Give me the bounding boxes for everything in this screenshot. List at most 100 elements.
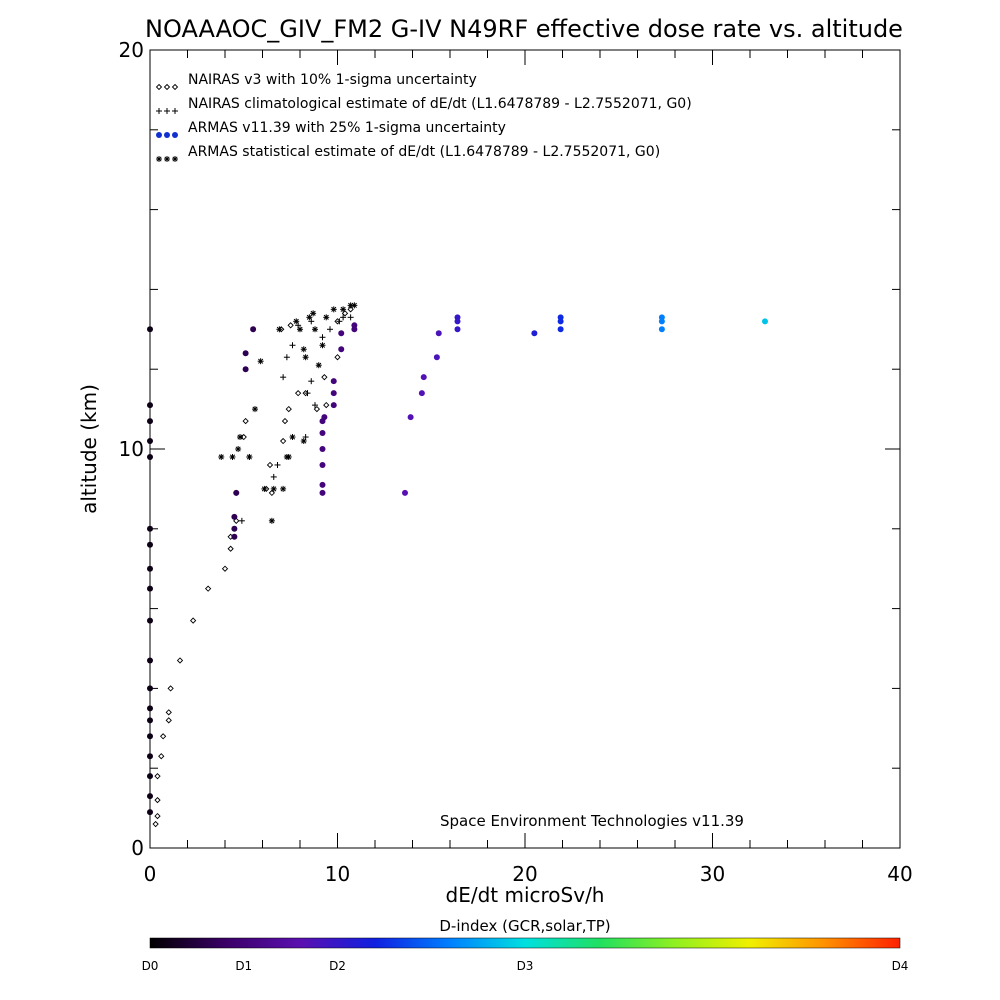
diamond-point — [167, 685, 174, 692]
diamond-point — [154, 812, 161, 820]
dot-point — [147, 326, 153, 333]
dot-point — [147, 438, 153, 445]
dot-point — [147, 705, 153, 712]
y-tick-label: 20 — [119, 38, 144, 62]
ast-d2 — [293, 318, 299, 324]
dot-point — [147, 565, 153, 572]
ast-d2 — [269, 518, 275, 524]
diamond-point — [334, 354, 341, 361]
dot-point — [330, 390, 337, 397]
diamond-point — [266, 461, 274, 469]
series-diamond — [152, 306, 354, 828]
asterisk-point — [237, 434, 243, 441]
credit-label: Space Environment Technologies v11.39 — [440, 812, 744, 830]
legend-marker — [155, 83, 163, 91]
plus-point — [238, 517, 245, 524]
ast-d2 — [271, 486, 277, 492]
dot-point — [351, 322, 358, 329]
ast-d2 — [319, 342, 326, 348]
ast-d2 — [297, 326, 303, 332]
colorbar-tick-label: D1 — [235, 959, 252, 973]
plus-point — [304, 390, 311, 397]
asterisk-point — [351, 302, 358, 309]
dot-point — [418, 390, 425, 397]
colorbar — [149, 937, 901, 949]
ast-d2 — [276, 326, 282, 332]
diamond-point — [152, 820, 159, 828]
colorbar-tick-label: D4 — [892, 959, 909, 973]
dot-point — [531, 330, 538, 337]
diamond-point — [242, 417, 249, 425]
dot-point — [321, 414, 328, 421]
ast-d2 — [301, 438, 307, 444]
dot-point — [330, 402, 337, 409]
dot-point — [435, 330, 442, 337]
diamond-point — [341, 310, 349, 317]
plus-point — [327, 326, 333, 333]
plus-point — [319, 334, 326, 341]
plus-point — [280, 374, 287, 381]
legend-marker — [156, 156, 162, 162]
plot-frame — [149, 49, 901, 849]
x-tick-label: 20 — [512, 862, 537, 886]
plus-point — [336, 318, 343, 325]
asterisk-point — [289, 434, 296, 441]
diamond-point — [281, 417, 289, 425]
diamond-point — [159, 733, 167, 740]
dot-point — [147, 402, 153, 409]
ast-d2 — [351, 302, 357, 308]
ast-d2 — [218, 454, 224, 460]
asterisk-point — [276, 326, 283, 333]
diamond-point — [158, 753, 165, 760]
legend-marker — [156, 108, 162, 114]
dot-point — [250, 326, 257, 333]
dot-point — [147, 617, 153, 624]
chart-title: NOAAAOC_GIV_FM2 G-IV N49RF effective dos… — [145, 15, 903, 43]
ast-d2 — [261, 486, 267, 492]
asterisk-point — [323, 314, 330, 321]
dot-point — [147, 453, 153, 460]
diamond-point — [313, 405, 321, 413]
diamond-point — [165, 717, 172, 724]
x-axis-label: dE/dt microSv/h — [446, 883, 605, 907]
ast-d2 — [331, 306, 337, 312]
legend-marker — [172, 132, 178, 138]
dot-point — [147, 809, 153, 816]
asterisk-point — [235, 446, 242, 452]
diamond-point — [233, 517, 240, 524]
diamond-point — [165, 709, 172, 716]
asterisk-point — [229, 453, 236, 460]
legend-marker — [172, 108, 178, 114]
series-asterisk — [218, 302, 358, 524]
legend-marker — [172, 156, 178, 162]
dot-point — [233, 489, 240, 496]
ast-d2 — [258, 358, 264, 364]
ast-d2 — [312, 326, 318, 332]
diamond-point — [347, 306, 354, 313]
diamond-point — [204, 585, 212, 592]
ast-d2 — [237, 434, 243, 440]
asterisk-point — [257, 358, 264, 365]
x-tick-label: 10 — [325, 862, 350, 886]
data-points — [147, 302, 768, 828]
diamond-point — [268, 489, 276, 497]
ast-d2 — [229, 454, 236, 460]
plus-point — [289, 342, 296, 349]
asterisk-point — [300, 346, 307, 353]
legend-label: ARMAS statistical estimate of dE/dt (L1.… — [188, 144, 660, 160]
diamond-point — [240, 433, 247, 441]
x-tick-label: 40 — [887, 862, 912, 886]
ast-d2 — [310, 310, 316, 316]
y-tick-label: 0 — [131, 836, 144, 860]
asterisk-point — [218, 453, 225, 460]
dot-point — [147, 733, 153, 740]
dot-point — [454, 326, 461, 333]
legend-marker — [163, 83, 171, 91]
plus-point — [340, 314, 347, 321]
ast-d2 — [280, 486, 286, 492]
legend-label: NAIRAS v3 with 10% 1-sigma uncertainty — [188, 72, 477, 88]
asterisk-point — [306, 314, 313, 321]
diamond-point — [294, 390, 302, 397]
dot-point — [147, 585, 153, 592]
